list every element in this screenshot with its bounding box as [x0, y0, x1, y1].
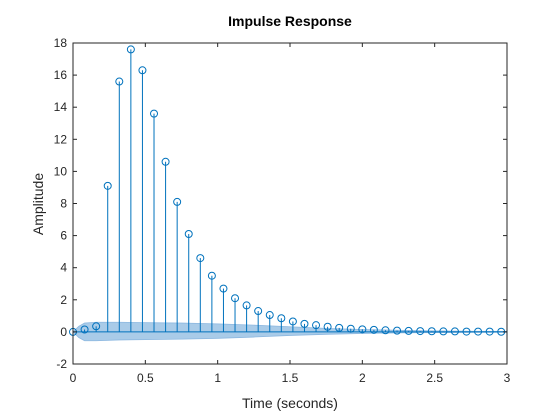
y-tick-label: 8 — [60, 197, 67, 211]
x-tick-label: 1 — [214, 371, 221, 385]
stem-marker — [103, 181, 112, 190]
stem-marker — [150, 109, 159, 118]
stem-marker — [288, 317, 297, 326]
stem-marker — [358, 325, 367, 334]
y-tick-label: 12 — [54, 132, 68, 146]
x-tick-label: 0 — [70, 371, 77, 385]
y-tick-label: -2 — [56, 357, 67, 371]
stem-marker — [126, 45, 135, 54]
y-tick-label: 0 — [60, 325, 67, 339]
stem-marker — [115, 77, 124, 86]
x-axis-ticks: 0 0.5 1 1.5 2 2.5 3 — [70, 43, 511, 385]
x-tick-label: 0.5 — [137, 371, 154, 385]
stem-marker — [381, 326, 390, 335]
x-tick-label: 2 — [359, 371, 366, 385]
y-tick-label: 16 — [54, 68, 68, 82]
y-axis-ticks: -2 0 2 4 6 8 10 12 14 16 18 — [54, 36, 507, 371]
stem-marker — [393, 326, 402, 335]
stem-marker — [323, 322, 332, 331]
stem-marker — [427, 327, 436, 336]
y-tick-label: 2 — [60, 293, 67, 307]
stem-marker — [404, 326, 413, 335]
stem-marker — [254, 307, 263, 316]
stem-marker — [173, 197, 182, 206]
chart-title: Impulse Response — [228, 13, 352, 29]
stem-marker — [242, 301, 251, 310]
stem-marker — [231, 294, 240, 303]
stem-marker — [92, 322, 101, 331]
stem-marker — [300, 319, 309, 328]
stem-marker — [196, 254, 205, 263]
stem-marker — [474, 327, 483, 336]
plot-area — [69, 42, 508, 365]
stem-marker — [485, 327, 494, 336]
y-axis-label: Amplitude — [30, 173, 46, 235]
stem-marker — [80, 325, 89, 334]
stem-marker — [346, 324, 355, 333]
y-tick-label: 6 — [60, 229, 67, 243]
y-tick-label: 14 — [54, 100, 68, 114]
stem-marker — [462, 327, 471, 336]
stem-marker — [161, 157, 170, 166]
x-axis-label: Time (seconds) — [242, 395, 338, 411]
stem-marker — [439, 327, 448, 336]
stem-marker — [184, 229, 193, 238]
x-tick-label: 1.5 — [282, 371, 299, 385]
stem-marker — [219, 284, 228, 293]
stem-marker — [416, 327, 425, 336]
stem-marker — [207, 271, 216, 280]
stem-marker — [312, 321, 321, 330]
x-tick-label: 2.5 — [426, 371, 443, 385]
y-tick-label: 18 — [54, 36, 68, 50]
y-tick-label: 4 — [60, 261, 67, 275]
y-tick-label: 10 — [54, 164, 68, 178]
x-tick-label: 3 — [504, 371, 511, 385]
stem-marker — [450, 327, 459, 336]
axes-background — [73, 43, 507, 364]
stem-marker — [369, 325, 378, 334]
stem-marker — [277, 314, 286, 323]
stem-series — [69, 45, 507, 336]
stem-marker — [138, 66, 147, 75]
stem-marker — [265, 311, 274, 320]
stem-marker — [335, 323, 344, 332]
